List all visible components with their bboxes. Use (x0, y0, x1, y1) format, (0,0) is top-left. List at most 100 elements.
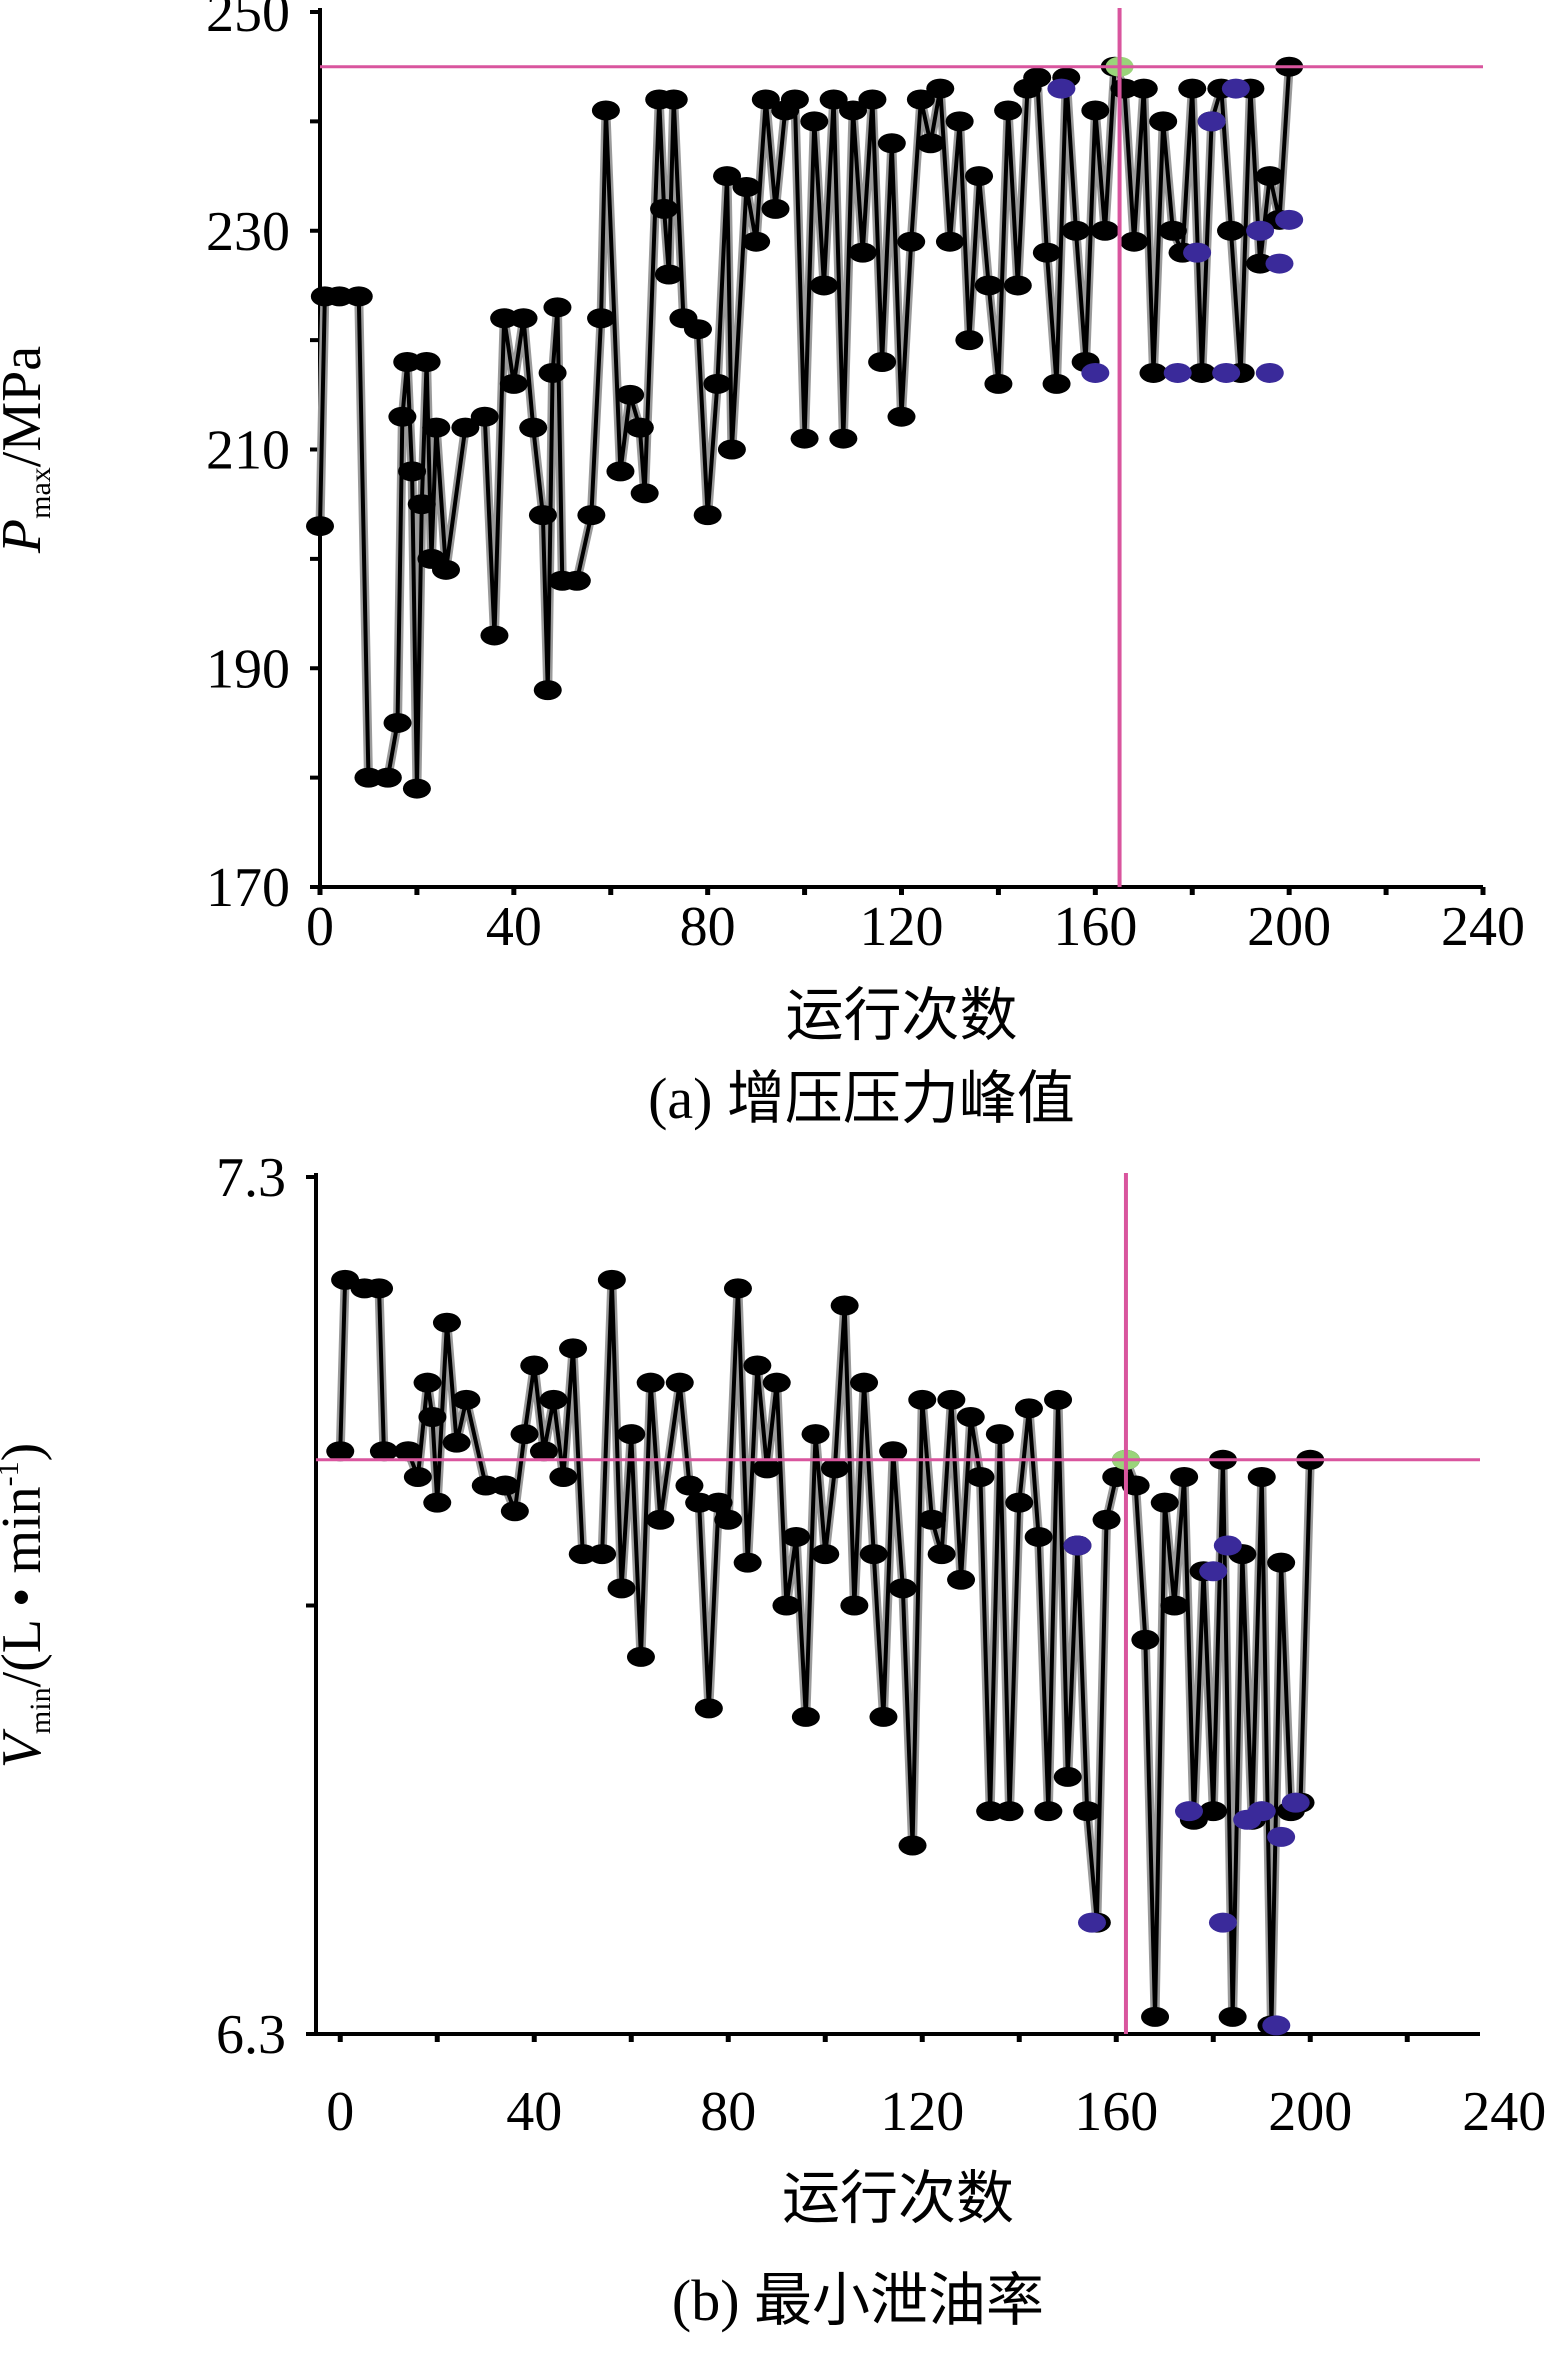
data-point (394, 1441, 423, 1462)
data-point (830, 1295, 859, 1316)
data-point (398, 461, 427, 482)
data-point (945, 111, 974, 132)
x-tick-label: 80 (700, 2081, 756, 2143)
data-point (1091, 220, 1120, 241)
data-point (510, 1424, 539, 1445)
data-point (1262, 2015, 1291, 2036)
data-point (1149, 111, 1178, 132)
data-point (1063, 1535, 1092, 1556)
data-point (1014, 1398, 1043, 1419)
data-point (559, 1338, 588, 1359)
data-point (650, 198, 679, 219)
data-point (539, 1389, 568, 1410)
data-point (858, 89, 887, 110)
caption: (b) 最小泄油率 (672, 2268, 1044, 2333)
data-point (762, 1372, 791, 1393)
data-point (717, 439, 746, 460)
data-point (509, 308, 538, 329)
data-point (1265, 253, 1294, 274)
data-point (403, 1466, 432, 1487)
data-point (1255, 362, 1284, 383)
data-point (500, 1501, 529, 1522)
data-point (839, 100, 868, 121)
data-point (1073, 1801, 1102, 1822)
data-point (782, 1526, 811, 1547)
data-point (908, 1389, 937, 1410)
data-point (422, 417, 451, 438)
data-point (471, 1475, 500, 1496)
data-point (452, 1389, 481, 1410)
data-point (577, 505, 606, 526)
y-tick-label: 250 (206, 0, 290, 44)
data-point (927, 1544, 956, 1565)
x-tick-label: 240 (1441, 896, 1525, 958)
data-point (1281, 1792, 1310, 1813)
data-point (365, 1278, 394, 1299)
data-point (683, 319, 712, 340)
data-point (976, 1801, 1005, 1822)
data-point (868, 352, 897, 372)
data-point (675, 1475, 704, 1496)
data-point (887, 406, 916, 427)
data-point (801, 1424, 830, 1445)
data-point (543, 297, 572, 318)
data-point (1078, 1912, 1106, 1933)
data-point (373, 767, 402, 788)
data-point (306, 516, 334, 537)
data-point (1141, 2006, 1170, 2027)
x-tick-label: 160 (1074, 2081, 1158, 2143)
data-point (733, 1552, 762, 1573)
data-point (326, 1441, 355, 1462)
data-point (369, 1441, 398, 1462)
data-point (636, 1372, 665, 1393)
data-point (432, 1312, 461, 1333)
data-point (947, 1569, 976, 1590)
data-point (1217, 220, 1246, 241)
data-point (840, 1595, 869, 1616)
data-point (685, 1492, 714, 1513)
data-point (625, 417, 654, 438)
data-point (490, 308, 519, 329)
x-tick-label: 0 (306, 896, 334, 958)
data-point (1160, 1595, 1189, 1616)
data-point (869, 1706, 898, 1727)
data-point (383, 712, 412, 733)
data-point (1053, 1766, 1082, 1787)
data-point (751, 89, 780, 110)
data-point (1129, 78, 1158, 99)
x-tick-label: 40 (506, 2081, 562, 2143)
data-point (1047, 78, 1076, 99)
data-point (1275, 209, 1304, 230)
data-point (616, 384, 645, 405)
data-point (926, 78, 955, 99)
data-point (538, 362, 567, 383)
data-point (819, 89, 848, 110)
data-point (562, 570, 591, 591)
data-point (1246, 220, 1275, 241)
y-axis-label-part: /(L • min (0, 1486, 53, 1687)
data-point (1023, 67, 1052, 88)
data-point (1034, 1801, 1063, 1822)
y-tick-label: 210 (206, 420, 290, 482)
data-point (659, 89, 688, 110)
data-point (1003, 275, 1032, 296)
data-point (354, 767, 383, 788)
y-axis-label-part: min (24, 1687, 57, 1734)
x-tick-label: 200 (1247, 896, 1331, 958)
y-tick-label: 190 (206, 638, 290, 700)
data-point (325, 286, 354, 307)
data-point (955, 330, 984, 351)
data-point (1120, 231, 1149, 252)
data-point (742, 231, 771, 252)
data-point (654, 264, 683, 285)
data-point (780, 89, 809, 110)
data-point (723, 1278, 752, 1299)
data-point (1218, 2006, 1247, 2027)
data-point (1139, 362, 1168, 383)
data-point (879, 1441, 908, 1462)
data-point (1183, 242, 1212, 263)
data-point (413, 1372, 442, 1393)
data-point (1110, 78, 1139, 99)
data-point (898, 1835, 927, 1856)
